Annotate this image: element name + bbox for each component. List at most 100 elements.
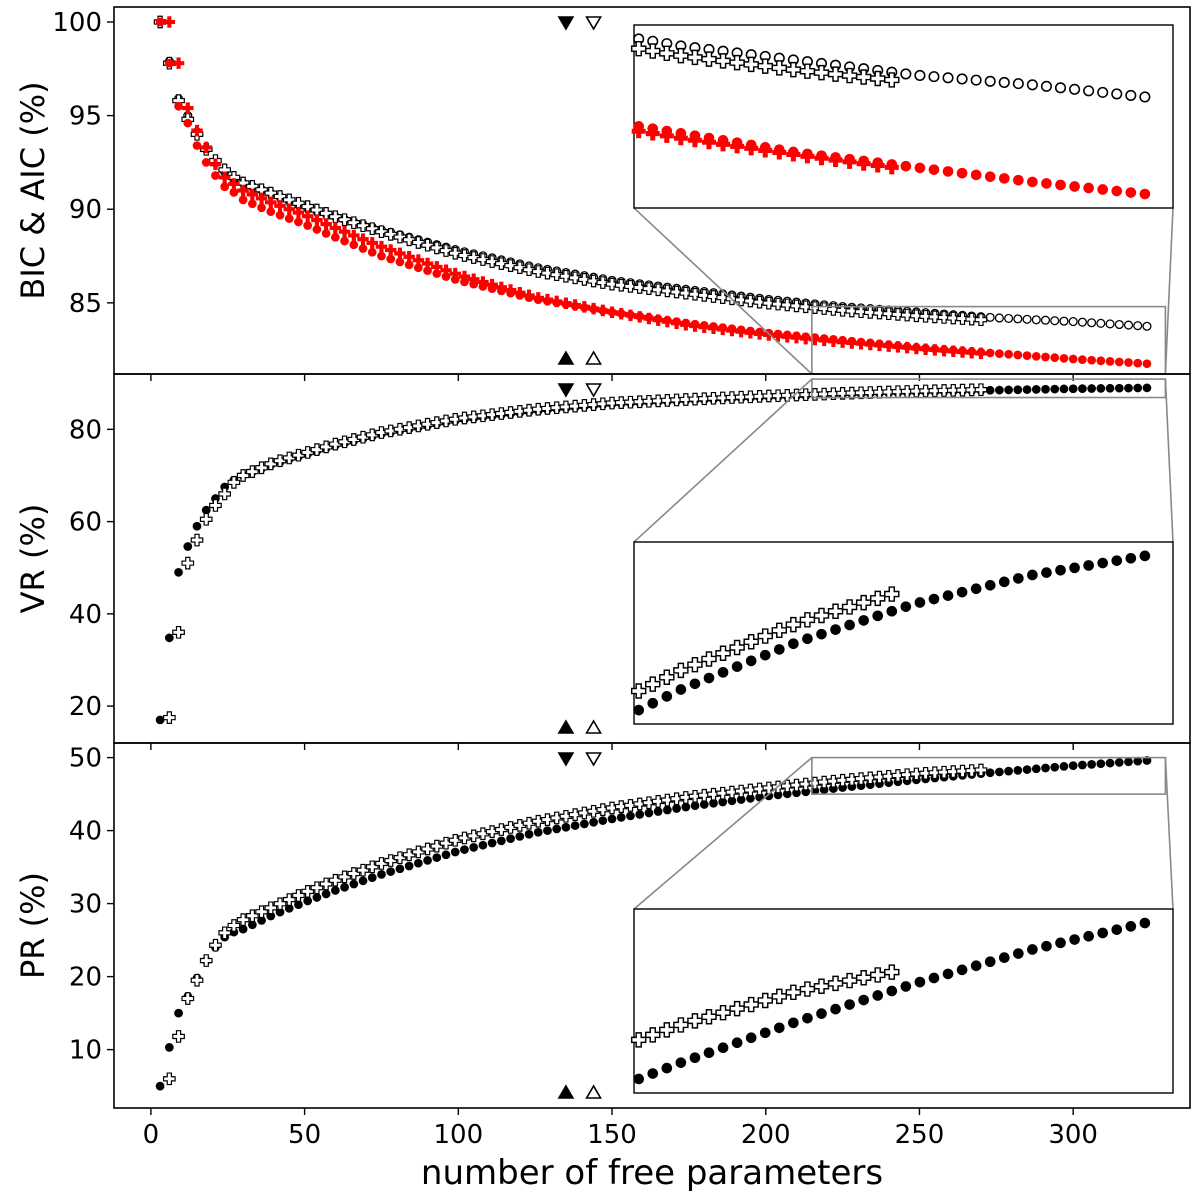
data-point <box>688 287 702 301</box>
data-point <box>568 808 582 821</box>
marker-up-triangle <box>585 719 602 734</box>
data-point <box>772 330 784 342</box>
data-point <box>476 827 490 841</box>
data-point <box>347 216 361 230</box>
data-point <box>349 240 359 250</box>
data-point <box>735 325 747 338</box>
data-point <box>771 389 785 403</box>
inset-frame <box>633 541 1174 725</box>
data-point <box>366 237 378 249</box>
data-point <box>155 17 165 27</box>
series-group <box>155 383 1152 725</box>
data-point <box>550 268 564 282</box>
x-tick-label: 50 <box>288 1120 321 1150</box>
inset-data-point <box>844 999 855 1010</box>
data-point <box>485 825 499 838</box>
data-point <box>421 842 434 856</box>
data-point <box>845 304 859 318</box>
data-point <box>808 776 822 790</box>
data-point <box>255 183 268 197</box>
data-point <box>1004 385 1013 395</box>
data-point <box>670 285 683 299</box>
x-axis-label: number of free parameters <box>421 1153 883 1193</box>
inset-data-point <box>1097 86 1109 98</box>
data-point <box>1105 758 1115 768</box>
marker-up-triangle <box>585 1084 602 1099</box>
data-point <box>310 881 324 895</box>
data-point <box>1022 314 1032 324</box>
data-point <box>681 802 691 812</box>
data-point <box>532 292 545 304</box>
data-point <box>1050 762 1060 772</box>
inset-data-point <box>717 667 729 678</box>
data-point <box>1142 383 1152 393</box>
inset-data-point <box>942 968 954 980</box>
data-point <box>697 788 711 802</box>
data-point <box>329 437 342 451</box>
inset-data-point <box>844 619 855 631</box>
inset-data-point <box>956 964 968 976</box>
data-point <box>423 266 432 276</box>
data-point <box>846 337 858 349</box>
data-point <box>347 867 361 880</box>
data-point <box>450 275 460 284</box>
data-point <box>247 199 257 209</box>
marker-down-triangle <box>585 752 602 767</box>
inset-data-point <box>884 72 900 88</box>
inset-data-point <box>998 76 1010 89</box>
data-point <box>514 286 526 299</box>
data-point <box>478 840 488 850</box>
data-point <box>1096 759 1106 769</box>
data-point <box>292 889 305 902</box>
series-group <box>155 756 1152 1091</box>
inset-data-point <box>942 72 954 84</box>
data-point <box>155 715 165 725</box>
data-point <box>873 306 886 320</box>
inset-data-point <box>827 66 844 82</box>
data-point <box>679 393 693 406</box>
inset-data-point <box>830 1003 841 1015</box>
inset-data-point <box>1111 555 1123 566</box>
inset-data-point <box>942 590 954 601</box>
data-point <box>974 763 988 777</box>
data-point <box>412 254 425 266</box>
inset-data-point <box>630 40 647 57</box>
data-point <box>1096 356 1106 366</box>
inset-data-point <box>1041 940 1052 952</box>
data-point <box>522 263 536 277</box>
inset-data-point <box>1111 88 1123 100</box>
data-point <box>956 346 969 358</box>
data-point <box>543 826 552 835</box>
data-point <box>164 1043 174 1052</box>
data-point <box>956 383 969 397</box>
data-point <box>218 171 231 184</box>
inset-data-point <box>630 1032 647 1048</box>
inset-data-point <box>1111 185 1123 197</box>
data-point <box>504 406 517 419</box>
inset-data-point <box>984 956 996 967</box>
inset-data-point <box>771 988 788 1005</box>
data-point <box>836 336 849 348</box>
data-point <box>919 343 932 355</box>
data-point <box>698 321 711 333</box>
inset-data-point <box>689 1052 701 1064</box>
data-point <box>200 141 212 154</box>
data-point <box>301 210 314 222</box>
inset-data-point <box>659 1022 675 1038</box>
inset-data-point <box>869 70 886 87</box>
marker-down-triangle <box>585 16 602 31</box>
data-point <box>781 331 794 343</box>
inset-data-point <box>673 662 689 679</box>
inset-data-point <box>1055 937 1066 949</box>
inset-data-point <box>771 622 788 639</box>
data-point <box>209 938 222 952</box>
data-point <box>882 769 896 783</box>
inset-data-point <box>661 1062 673 1074</box>
inset-data-point <box>1055 179 1066 191</box>
data-point <box>340 236 349 246</box>
data-point <box>568 271 582 285</box>
y-tick-label: 90 <box>69 195 102 225</box>
inset-data-point <box>900 68 912 80</box>
inset-data-point <box>1125 552 1137 564</box>
data-point <box>560 297 572 309</box>
